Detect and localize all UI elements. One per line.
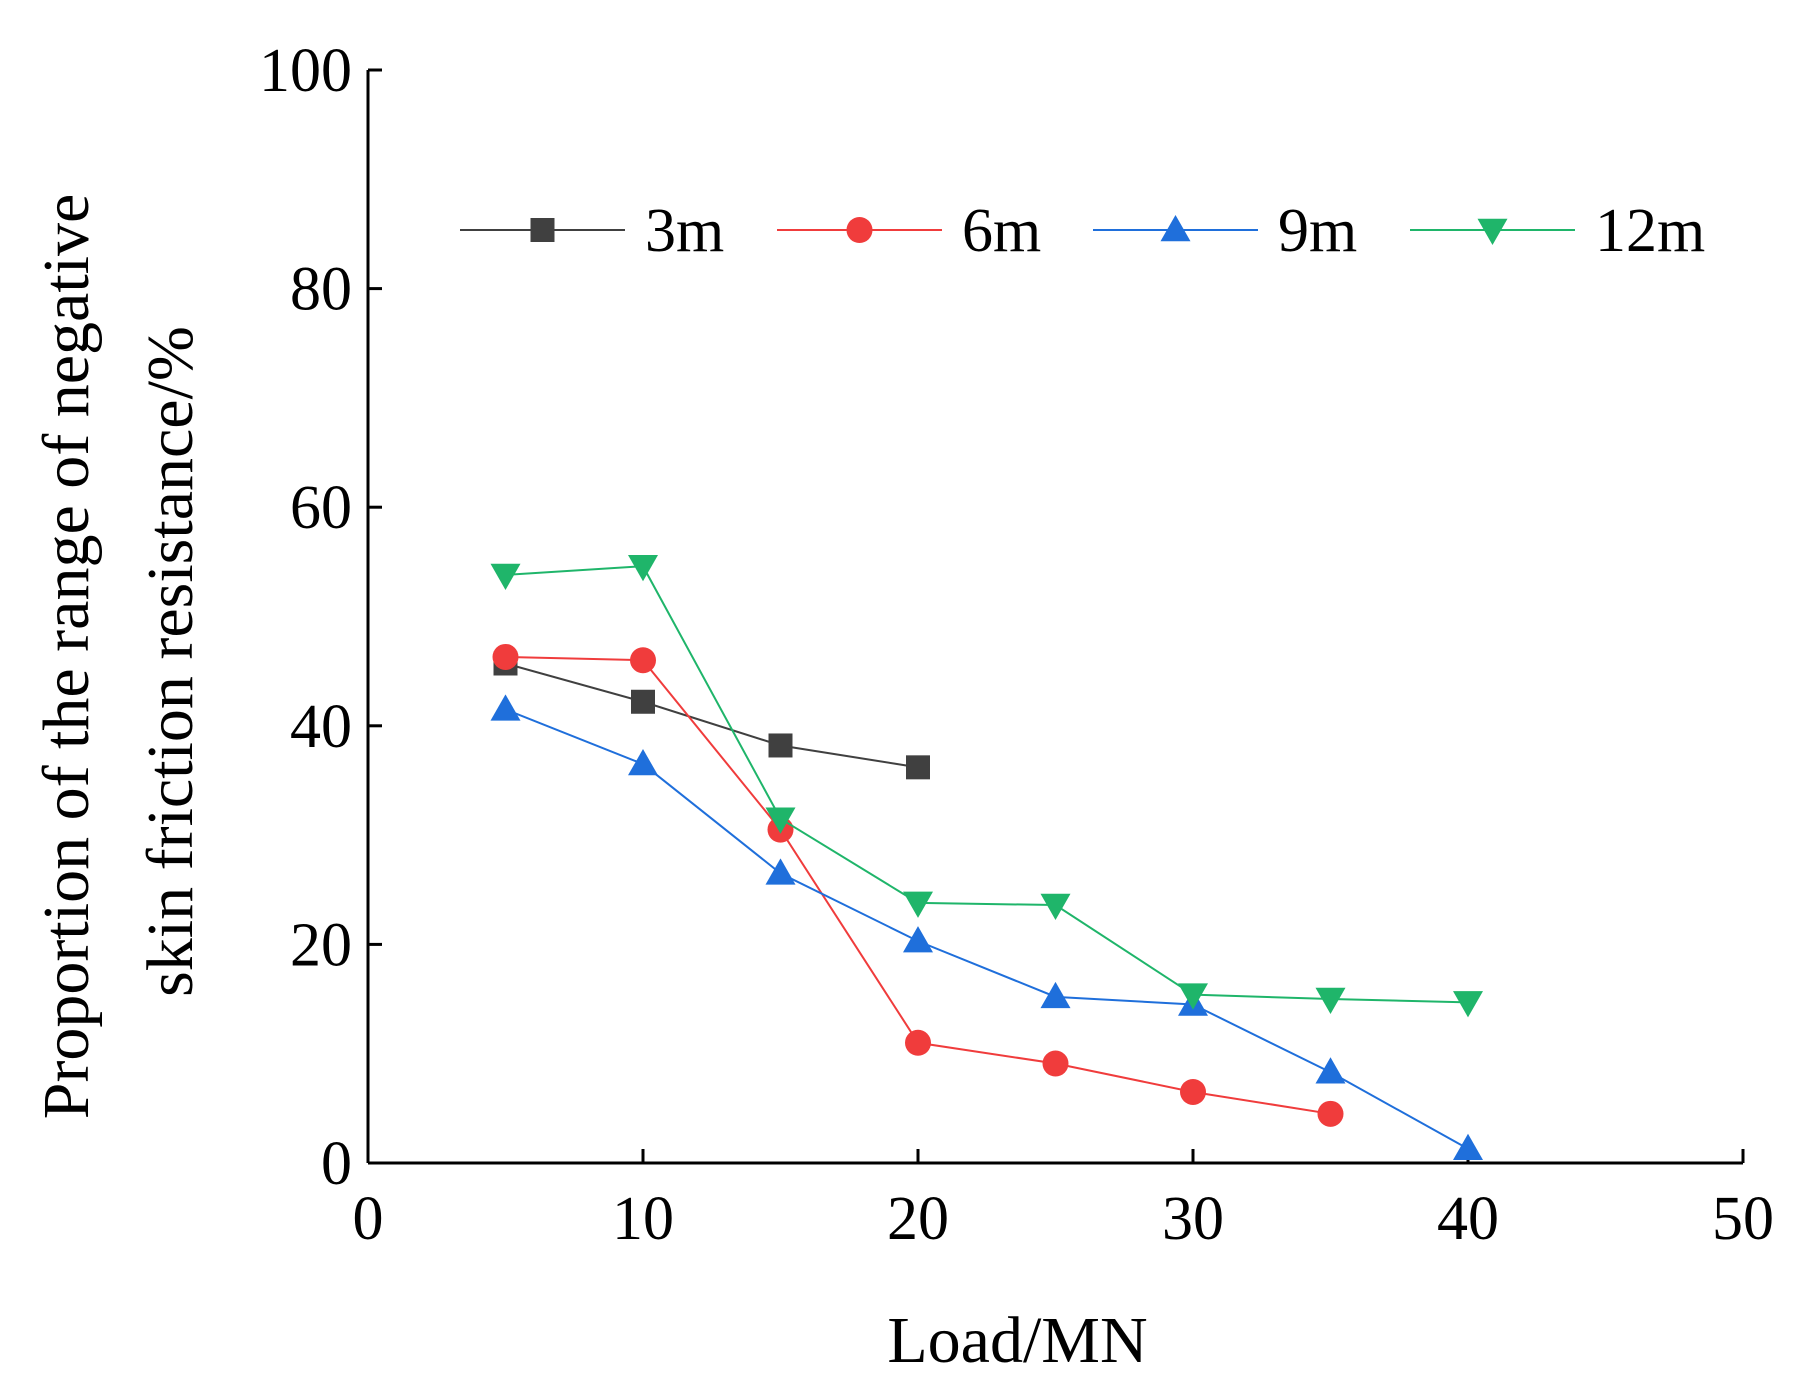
axes: 0 10 20 30 40 50 0 20 40 60 80 100 [259,37,1774,1253]
data-point-9m [1453,1133,1483,1161]
data-point-3m [906,755,930,780]
y-axis-title-line-1: Proportion of the range of negative [30,194,103,1120]
legend-item-12m: 12m [1410,197,1705,265]
y-tick-label: 100 [259,37,352,105]
legend-marker [1477,218,1508,245]
data-point-9m [765,858,796,885]
data-point-12m [1178,983,1208,1010]
x-tick-label: 40 [1437,1185,1499,1253]
legend-marker [846,217,873,243]
data-point-6m [1317,1100,1344,1127]
data-point-3m [631,689,655,714]
series-6m [492,643,1344,1127]
x-tick-label: 0 [353,1185,384,1253]
data-point-9m [490,694,521,721]
series-line-12m [505,565,1469,1004]
x-tick-label: 50 [1712,1185,1774,1253]
legend-label: 3m [645,197,724,265]
x-tick-label: 30 [1162,1185,1224,1253]
y-tick-label: 20 [290,911,352,979]
legend-item-6m: 6m [777,197,1041,265]
legend-marker [530,218,555,242]
data-point-9m [628,749,658,776]
data-point-9m [1315,1057,1346,1084]
series-line-9m [505,708,1469,1150]
y-tick-label: 60 [290,474,352,542]
data-point-12m [1315,987,1346,1015]
legend-item-3m: 3m [460,197,724,265]
data-point-6m [1042,1050,1069,1077]
data-point-12m [1453,991,1483,1018]
series-9m [490,694,1483,1161]
data-point-12m [628,554,658,582]
data-point-12m [765,807,796,834]
data-point-3m [768,733,793,758]
data-point-6m [630,647,656,674]
data-point-9m [903,926,933,953]
series-3m [493,651,930,780]
x-tick-label: 20 [887,1185,949,1253]
y-axis-title-line-2: skin friction resistance/% [134,326,207,997]
x-axis-title: Load/MN [887,1304,1147,1377]
data-point-6m [492,643,519,670]
legend-item-9m: 9m [1093,197,1357,265]
data-point-6m [905,1029,931,1056]
data-point-12m [1040,893,1071,921]
y-tick-label: 80 [290,256,352,324]
x-tick-label: 10 [612,1185,674,1253]
legend: 3m 6m 9m 12m [460,197,1705,265]
legend-label: 9m [1278,197,1357,265]
data-point-6m [1180,1078,1206,1105]
series-layer [490,554,1483,1161]
y-tick-label: 0 [321,1130,352,1198]
data-point-12m [903,891,933,918]
y-tick-label: 40 [290,693,352,761]
series-12m [490,554,1483,1018]
legend-marker [1160,215,1191,242]
data-point-12m [490,563,521,590]
data-point-9m [1040,981,1071,1009]
legend-label: 12m [1595,197,1705,265]
legend-label: 6m [962,197,1041,265]
series-line-3m [505,662,919,769]
